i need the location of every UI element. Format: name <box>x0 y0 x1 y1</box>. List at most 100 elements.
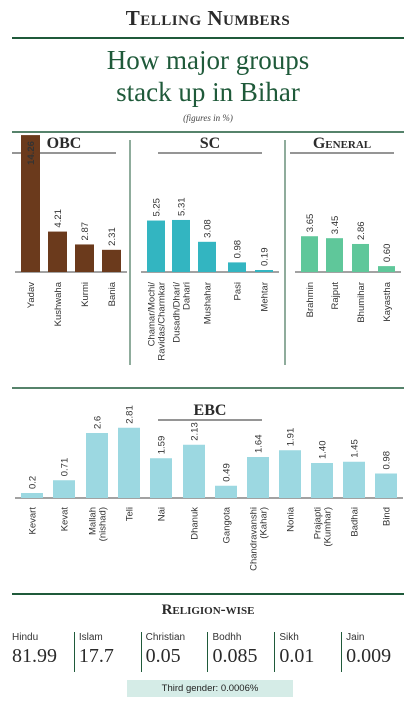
ebc-bar <box>279 450 301 498</box>
religion-item: Islam 17.7 <box>75 632 142 672</box>
sc-category-label: Chamar/Mochi/ <box>147 282 158 347</box>
sc-value-label: 5.25 <box>152 198 163 217</box>
religion-name: Jain <box>346 632 365 643</box>
ebc-value-label: 0.71 <box>60 458 71 477</box>
ebc-category-label: (nishad) <box>98 507 109 541</box>
religion-name: Sikh <box>279 632 299 643</box>
ebc-category-label: (Kahar) <box>259 507 270 539</box>
sc-category-label: Dusadh/Dhari/ <box>172 282 183 343</box>
charts-canvas: OBC 14.26 Yadav 4.21 Kushwaha 2.87 Kurmi 2.31 Ba… <box>12 131 404 571</box>
ebc-category-label: Dhanuk <box>190 507 201 540</box>
ebc-category-label: Mallah <box>88 507 99 535</box>
obc-bar <box>21 135 40 272</box>
general-category-label: Brahmin <box>305 282 316 317</box>
ebc-value-label: 1.59 <box>157 436 168 455</box>
ebc-value-label: 1.45 <box>350 439 361 458</box>
general-category-label: Kayastha <box>382 281 393 321</box>
ebc-bar <box>118 427 140 498</box>
religion-name: Christian <box>145 632 186 643</box>
religion-name: Hindu <box>12 632 39 643</box>
units-note: (figures in %) <box>183 113 233 123</box>
sc-bar <box>228 262 246 272</box>
ebc-value-label: 0.98 <box>382 451 393 470</box>
sc-category-label: Pasi <box>233 282 244 300</box>
religion-item: Bodhh 0.085 <box>208 632 276 672</box>
ebc-bar <box>21 493 43 498</box>
ebc-category-label: Kevart <box>28 507 39 535</box>
ebc-category-label: Chandravanshi <box>249 507 260 571</box>
general-heading: General <box>313 135 371 152</box>
ebc-bar <box>343 461 365 498</box>
religion-value: 0.009 <box>346 645 392 667</box>
sc-value-label: 3.08 <box>203 219 214 238</box>
headline-line-1: How major groups <box>106 45 310 75</box>
obc-category-label: Kushwaha <box>53 281 64 326</box>
ebc-category-label: Nai <box>157 507 168 521</box>
general-bar <box>301 236 318 272</box>
obc-category-label: Yadav <box>26 282 37 308</box>
sc-value-label: 0.98 <box>233 240 244 259</box>
general-bar <box>378 266 395 272</box>
sc-heading: SC <box>200 135 220 152</box>
sc-category-label: Ravidas/Charmkar <box>157 282 168 361</box>
religion-value: 17.7 <box>78 645 114 667</box>
sc-value-label: 5.31 <box>177 197 188 216</box>
obc-value-label: 4.21 <box>53 209 64 228</box>
obc-value-label: 2.31 <box>107 227 118 246</box>
religion-rule <box>12 593 404 595</box>
obc-bar <box>75 244 94 272</box>
ebc-category-label: Badhai <box>350 507 361 537</box>
general-value-label: 3.65 <box>305 214 316 233</box>
ebc-category-label: Gangota <box>222 506 233 543</box>
sc-category-label: Mehtar <box>260 282 271 312</box>
ebc-bar <box>183 444 205 498</box>
ebc-value-label: 2.13 <box>190 422 201 441</box>
religion-value: 0.05 <box>145 645 181 667</box>
ebc-bar <box>86 433 108 498</box>
obc-category-label: Bania <box>107 281 118 306</box>
ebc-value-label: 2.81 <box>125 405 136 424</box>
sc-bar <box>172 219 190 272</box>
general-category-label: Rajput <box>330 282 341 310</box>
sc-value-label: 0.19 <box>260 248 271 267</box>
ebc-value-label: 2.6 <box>93 416 104 429</box>
ebc-category-label: Kevat <box>60 507 71 532</box>
obc-bar <box>48 231 67 272</box>
general-bar <box>326 238 343 272</box>
obc-value-label: 2.87 <box>80 222 91 241</box>
headline-line-2: stack up in Bihar <box>116 77 300 107</box>
religion-item: Jain 0.009 <box>342 632 408 672</box>
general-value-label: 3.45 <box>330 216 341 235</box>
ebc-bar <box>247 457 269 498</box>
ebc-category-label: Nonia <box>286 506 297 532</box>
religion-title: Religion-wise <box>161 602 255 618</box>
general-value-label: 2.86 <box>356 221 367 240</box>
headline: How major groups stack up in Bihar <box>0 44 416 108</box>
religion-name: Bodhh <box>212 632 242 643</box>
religion-item: Sikh 0.01 <box>275 632 343 672</box>
ebc-bar <box>311 463 333 498</box>
sc-bar <box>147 220 165 272</box>
obc-value-label: 14.26 <box>26 141 37 165</box>
ebc-value-label: 1.91 <box>286 428 297 447</box>
ebc-value-label: 1.40 <box>318 441 329 460</box>
ebc-category-label: Teli <box>125 507 136 521</box>
ebc-heading: EBC <box>194 402 227 419</box>
sc-bar <box>255 270 273 272</box>
obc-bar <box>102 249 121 272</box>
religion-item: Christian 0.05 <box>142 632 209 672</box>
religion-value: 81.99 <box>12 645 57 667</box>
religion-name: Islam <box>78 632 103 643</box>
ebc-bar <box>215 485 237 498</box>
ebc-bar <box>150 458 172 498</box>
obc-category-label: Kurmi <box>80 282 91 307</box>
ebc-bar <box>53 480 75 498</box>
ebc-value-label: 1.64 <box>254 435 265 454</box>
kicker-title: Telling Numbers <box>125 6 291 30</box>
obc-heading: OBC <box>47 135 82 152</box>
ebc-category-label: Bind <box>382 507 393 526</box>
ebc-bar <box>375 473 397 498</box>
general-bar <box>352 243 369 272</box>
sc-category-label: Mushahar <box>203 282 214 324</box>
